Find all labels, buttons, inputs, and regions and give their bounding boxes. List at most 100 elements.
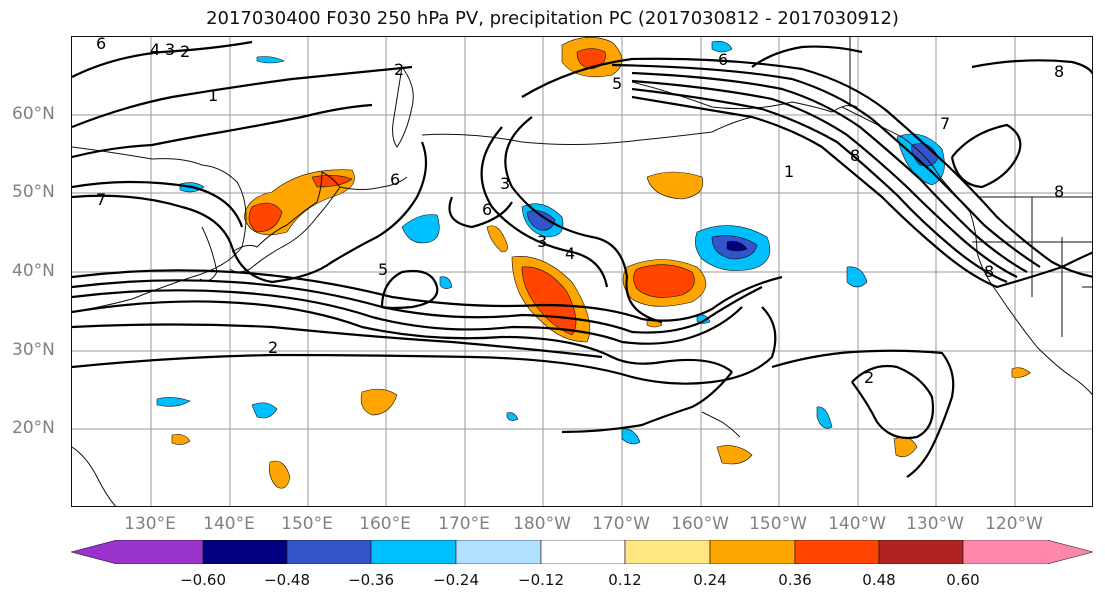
philippines-coast (72, 446, 116, 506)
contour-label: 4 (565, 244, 575, 263)
japan-coast (229, 171, 341, 273)
contour-label: 8 (1054, 62, 1064, 81)
pv-contour (72, 289, 743, 345)
colorbar-tick: 0.12 (608, 571, 642, 589)
precip-pos-blob (360, 388, 398, 416)
lon-label-150e: 150°E (281, 514, 333, 534)
precip-negative-anomalies (156, 41, 945, 445)
pv-contour (72, 40, 253, 78)
kuril-islands (339, 176, 408, 190)
precip-neg-blob (816, 406, 833, 429)
colorbar-tick: −0.60 (180, 571, 226, 589)
lon-label-170e: 170°E (438, 514, 490, 534)
pv-contour (480, 126, 609, 288)
pv-contour (521, 57, 1092, 278)
contour-label: 3 (537, 232, 547, 251)
pv-contour (380, 269, 439, 310)
contour-label: 3 (500, 174, 510, 193)
pv-contour (448, 196, 513, 229)
pv-contour (504, 116, 663, 324)
precip-pos-core (248, 202, 283, 233)
colorbar-segment (794, 540, 880, 564)
map-panel: 6 4 3 2 2 1 7 6 6 5 5 3 3 4 2 2 6 8 1 8 (71, 36, 1093, 507)
precip-neg-blob (251, 402, 278, 419)
contour-label: 2 (394, 60, 404, 79)
lon-label-160e: 160°E (359, 514, 411, 534)
colorbar-tick: 0.48 (862, 571, 896, 589)
colorbar-segment (878, 540, 964, 564)
contour-label: 5 (612, 74, 622, 93)
colorbar-tick: 0.24 (693, 571, 727, 589)
korea-coast (199, 226, 218, 282)
colorbar-segment (370, 540, 457, 564)
kamchatka-coast (392, 66, 414, 148)
colorbar-segment (455, 540, 542, 564)
pv-contour (611, 63, 1041, 268)
pv-contour (851, 364, 935, 440)
pv-contour (631, 79, 1018, 278)
pv-contour (72, 103, 373, 159)
pv-contour (771, 349, 955, 478)
pv-contour (72, 323, 603, 359)
pv-contour (631, 95, 1092, 289)
precip-pos-blob (486, 225, 508, 253)
lon-label-140w: 140°W (828, 514, 886, 534)
precip-neg-core (726, 241, 748, 252)
pv-contour (631, 71, 1028, 273)
precip-neg-blob (621, 428, 641, 445)
figure-title: 2017030400 F030 250 hPa PV, precipitatio… (206, 8, 899, 29)
contour-label: 2 (180, 42, 190, 61)
colorbar (71, 540, 1093, 564)
pv-contour (950, 123, 1022, 189)
lat-label-50n: 50°N (12, 182, 55, 202)
lon-label-120w: 120°W (985, 514, 1043, 534)
pv-contour (72, 300, 733, 373)
pv-contour (72, 279, 763, 334)
hawaii-islands (701, 411, 741, 438)
aleutian-islands (421, 116, 753, 145)
alaska-coast (631, 81, 858, 113)
pv-contours (72, 40, 1092, 478)
colorbar-segments (71, 540, 1093, 564)
contour-label: 4 (150, 40, 160, 59)
colorbar-tick: 0.36 (778, 571, 812, 589)
colorbar-tick: −0.36 (348, 571, 394, 589)
precip-positive-anomalies (171, 37, 1031, 489)
lat-label-20n: 20°N (12, 418, 55, 438)
contour-label: 7 (940, 114, 950, 133)
precip-pos-blob (646, 171, 704, 200)
pv-contour (72, 180, 244, 228)
lat-label-60n: 60°N (12, 104, 55, 124)
lon-label-150w: 150°W (749, 514, 807, 534)
contour-label: 8 (1054, 182, 1064, 201)
pv-contour (72, 141, 428, 284)
colorbar-tick: −0.12 (518, 571, 564, 589)
precip-pos-blob (716, 445, 753, 465)
precip-pos-blob (893, 436, 918, 458)
precip-neg-blob (256, 56, 285, 64)
contour-label: 7 (96, 190, 106, 209)
lon-label-130e: 130°E (124, 514, 176, 534)
precip-pos-core (576, 48, 606, 70)
lon-label-160w: 160°W (671, 514, 729, 534)
precip-pos-core (633, 264, 695, 298)
lon-label-130w: 130°W (906, 514, 964, 534)
pv-contour (751, 45, 863, 68)
lat-label-40n: 40°N (12, 261, 55, 281)
precip-pos-blob (1011, 367, 1031, 378)
lon-label-180w: 180°W (513, 514, 571, 534)
contour-label: 8 (984, 262, 994, 281)
lat-label-30n: 30°N (12, 340, 55, 360)
colorbar-tick: −0.48 (264, 571, 310, 589)
precip-neg-blob (711, 41, 733, 53)
pv-contour (971, 59, 1092, 75)
contour-label: 6 (390, 170, 400, 189)
pv-contour (72, 65, 413, 129)
colorbar-segment (71, 540, 204, 564)
lon-label-170w: 170°W (592, 514, 650, 534)
precip-neg-blob (439, 276, 453, 289)
map-svg: 6 4 3 2 2 1 7 6 6 5 5 3 3 4 2 2 6 8 1 8 (72, 37, 1092, 506)
contour-label: 6 (482, 200, 492, 219)
colorbar-tick: 0.60 (946, 571, 980, 589)
